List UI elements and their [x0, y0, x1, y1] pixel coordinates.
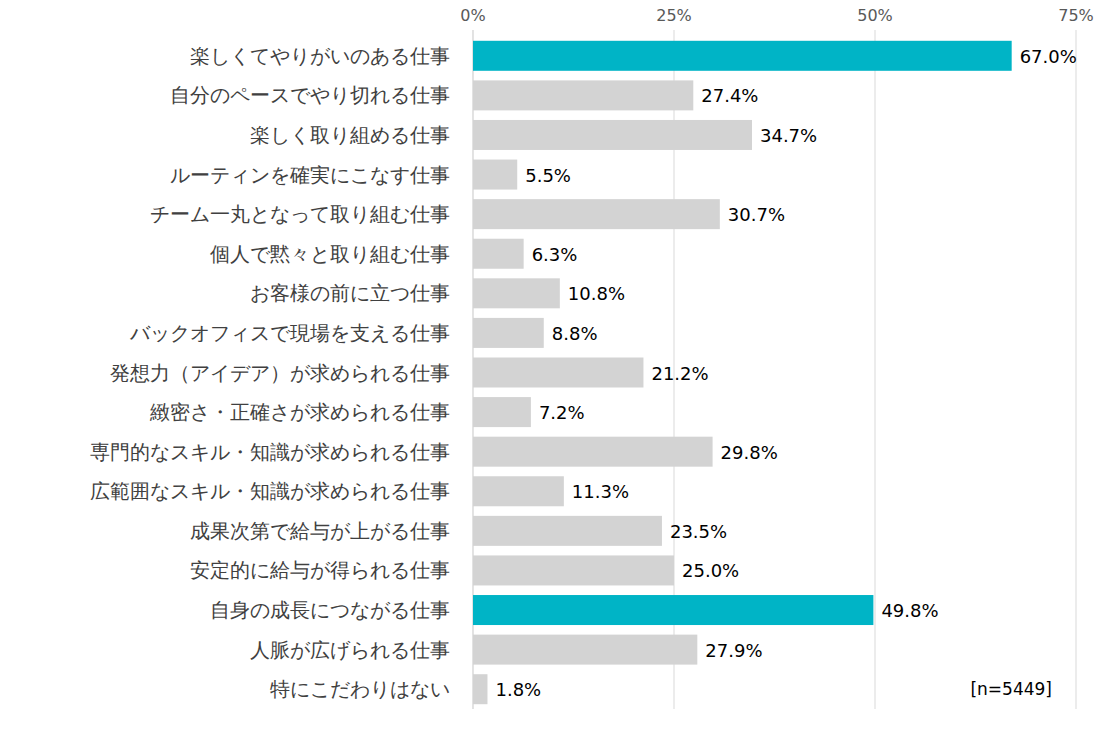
bar: [473, 41, 1012, 71]
data-label: 34.7%: [760, 125, 817, 146]
data-label: 7.2%: [539, 402, 585, 423]
category-label: バックオフィスで現場を支える仕事: [129, 321, 450, 345]
tick-label: 75%: [1058, 6, 1094, 25]
bar: [473, 397, 531, 427]
chart: 0% 25% 50% 75% 楽しくてやりがいのある仕事 67.0% 自分のペースでやり切れ…: [0, 0, 1120, 744]
tick-label: 50%: [857, 6, 893, 25]
category-label: 楽しく取り組める仕事: [250, 123, 450, 147]
data-label: 25.0%: [682, 560, 739, 581]
category-label: 自分のペースでやり切れる仕事: [170, 83, 450, 107]
bar: [473, 516, 662, 546]
category-label: 楽しくてやりがいのある仕事: [190, 44, 450, 68]
category-label: 特にこだわりはない: [270, 677, 450, 701]
category-label: 広範囲なスキル・知識が求められる仕事: [90, 479, 450, 503]
bar: [473, 437, 713, 467]
grid: [473, 30, 1076, 709]
data-label: 1.8%: [495, 679, 541, 700]
data-label: 6.3%: [532, 244, 578, 265]
data-label: 27.9%: [705, 640, 762, 661]
bar: [473, 239, 524, 269]
category-label: 緻密さ・正確さが求められる仕事: [149, 400, 450, 424]
data-label: 30.7%: [728, 204, 785, 225]
bar: [473, 476, 564, 506]
bars: [473, 41, 1012, 704]
bar: [473, 674, 487, 704]
data-label: 10.8%: [568, 283, 625, 304]
bar: [473, 199, 720, 229]
category-label: ルーティンを確実にこなす仕事: [170, 163, 450, 187]
category-label: 成果次第で給与が上がる仕事: [190, 519, 450, 543]
category-label: 安定的に給与が得られる仕事: [190, 558, 450, 582]
category-label: 自身の成長につながる仕事: [210, 598, 450, 622]
category-label: お客様の前に立つ仕事: [250, 281, 450, 305]
bar: [473, 160, 517, 190]
data-label: 67.0%: [1020, 46, 1077, 67]
category-label: チーム一丸となって取り組む仕事: [150, 202, 450, 226]
annotation: [n=5449]: [970, 679, 1052, 699]
category-label: 発想力（アイデア）が求められる仕事: [110, 361, 450, 385]
bar: [473, 318, 544, 348]
data-label: 29.8%: [721, 442, 778, 463]
bar: [473, 635, 697, 665]
data-label: 8.8%: [552, 323, 598, 344]
tick-label: 25%: [656, 6, 692, 25]
data-label: 49.8%: [881, 600, 938, 621]
bar: [473, 80, 693, 110]
tick-label: 0%: [460, 6, 485, 25]
data-label: 21.2%: [651, 363, 708, 384]
data-label: 5.5%: [525, 165, 571, 186]
category-label: 人脈が広げられる仕事: [250, 638, 450, 662]
bar: [473, 358, 643, 388]
grid-line: [875, 30, 876, 709]
bar: [473, 555, 674, 585]
data-label: 27.4%: [701, 85, 758, 106]
bar: [473, 278, 560, 308]
data-label: 23.5%: [670, 521, 727, 542]
bar: [473, 120, 752, 150]
category-label: 個人で黙々と取り組む仕事: [210, 242, 450, 266]
data-label: 11.3%: [572, 481, 629, 502]
bar: [473, 595, 873, 625]
category-label: 専門的なスキル・知識が求められる仕事: [90, 440, 450, 464]
grid-line: [1076, 30, 1077, 709]
